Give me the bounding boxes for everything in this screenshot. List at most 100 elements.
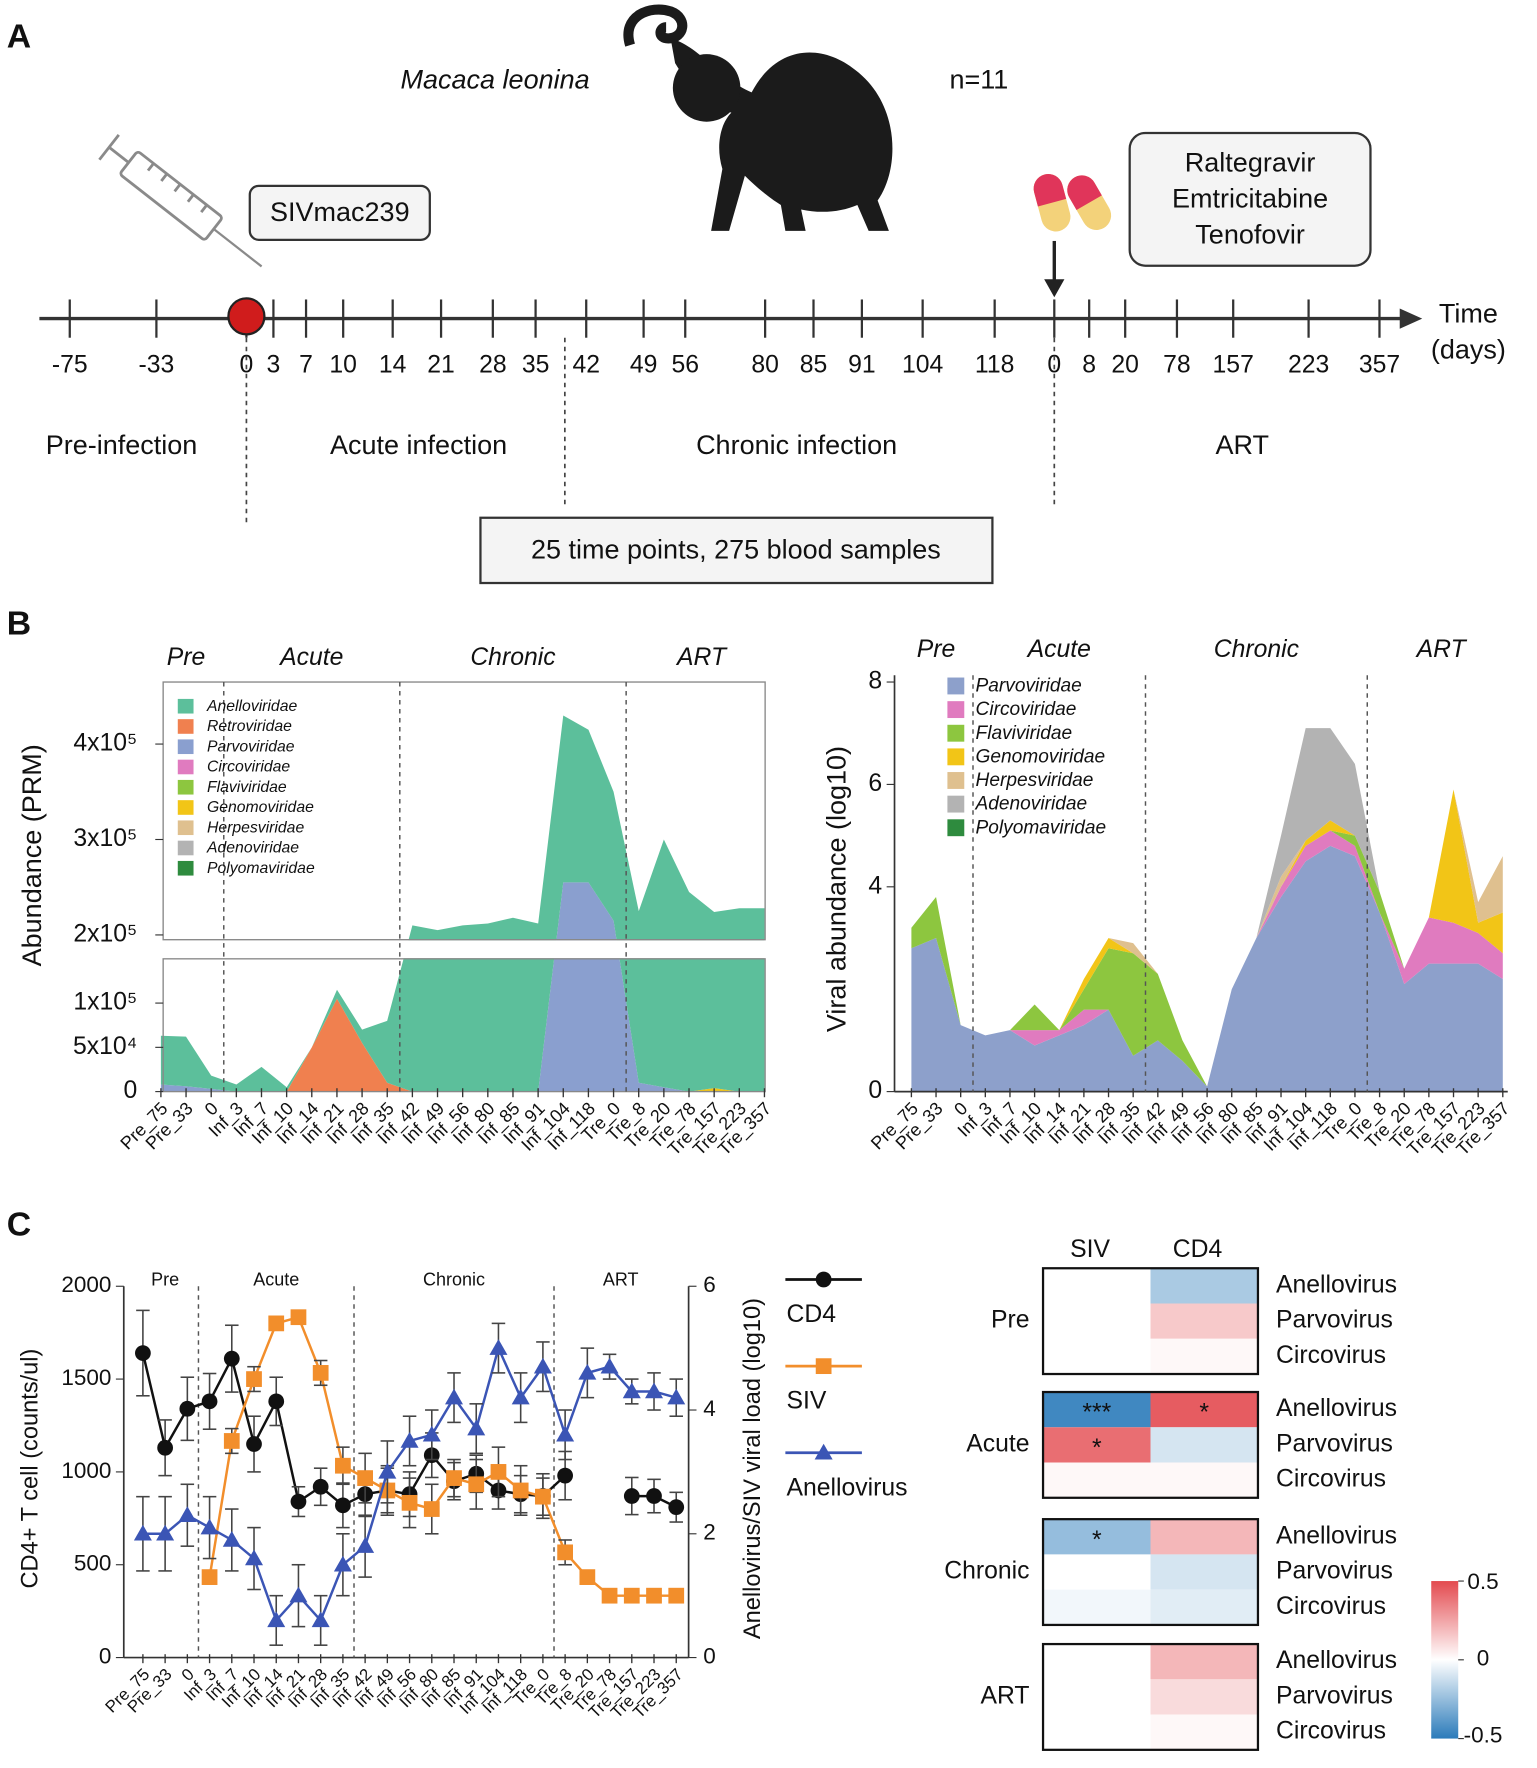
y-axis-label: CD4+ T cell (counts/ul) xyxy=(18,1349,44,1589)
heatmap-cell xyxy=(1043,1427,1151,1463)
y-tick-label: 5x10⁴ xyxy=(73,1033,137,1060)
data-point xyxy=(667,1388,686,1405)
legend-label: Parvoviridae xyxy=(976,676,1082,697)
data-point xyxy=(512,1482,529,1499)
phase-label: Chronic xyxy=(470,644,556,671)
data-point xyxy=(400,1431,419,1448)
summary-box xyxy=(479,516,994,585)
data-point xyxy=(378,1462,397,1479)
timeline-tick-label: 223 xyxy=(1288,351,1329,378)
timeline-tick-label: 357 xyxy=(1359,351,1400,378)
phase-label: Acute xyxy=(1026,636,1091,663)
heatmap-cell xyxy=(1043,1462,1151,1498)
group-frame xyxy=(1041,1518,1260,1627)
row-label: Parvovirus xyxy=(1276,1430,1393,1457)
phase-label: Pre-infection xyxy=(46,430,198,460)
heatmap-cell xyxy=(1150,1644,1258,1680)
phase-label: ART xyxy=(603,1269,639,1289)
data-point xyxy=(356,1537,375,1553)
heatmap-cell xyxy=(1150,1268,1258,1304)
data-point xyxy=(446,1470,462,1486)
data-point xyxy=(312,1478,329,1495)
infection-marker xyxy=(227,297,266,336)
timeline-tick-label: 20 xyxy=(1111,351,1139,378)
y-tick-label: 1x10⁵ xyxy=(73,989,137,1016)
row-label: Anellovirus xyxy=(1276,1395,1397,1422)
data-point xyxy=(133,1524,152,1541)
data-point xyxy=(579,1569,596,1585)
row-label: Circovirus xyxy=(1276,1593,1386,1620)
treatment-arrowhead xyxy=(1044,279,1065,298)
group-frame xyxy=(1041,1267,1260,1376)
data-point xyxy=(668,1499,685,1516)
y2-tick-label: 6 xyxy=(703,1272,716,1297)
heatmap-cell xyxy=(1043,1519,1151,1555)
data-point xyxy=(623,1587,640,1604)
area-series xyxy=(160,882,765,1092)
y2-tick-label: 2 xyxy=(703,1520,716,1545)
data-point xyxy=(135,1345,151,1361)
y-tick-label: 2x10⁵ xyxy=(73,920,137,947)
timeline-tick-label: 8 xyxy=(1082,351,1096,378)
timeline-tick-label: 56 xyxy=(671,351,699,378)
data-point xyxy=(511,1388,530,1405)
data-point xyxy=(490,1464,507,1480)
data-point xyxy=(290,1309,307,1326)
data-point xyxy=(200,1518,219,1535)
data-point xyxy=(312,1365,329,1381)
heatmap-cell xyxy=(1043,1554,1151,1590)
row-label: Circovirus xyxy=(1276,1466,1386,1493)
series-line xyxy=(208,1315,677,1597)
data-point xyxy=(290,1493,307,1510)
infection-label: SIVmac239 xyxy=(270,197,410,227)
legend-swatch xyxy=(947,795,965,813)
infection-box xyxy=(248,184,431,241)
colorbar-tick-label: -0.5 xyxy=(1464,1722,1503,1747)
y-tick-label: 0 xyxy=(124,1077,138,1104)
data-point xyxy=(646,1587,662,1604)
heatmap-cell xyxy=(1150,1338,1258,1375)
phase-label: Pre xyxy=(151,1269,179,1289)
time-axis-arrowhead xyxy=(1399,308,1423,329)
group-label: ART xyxy=(980,1682,1029,1709)
panel-label: B xyxy=(7,605,31,643)
heatmap-cell xyxy=(1043,1589,1151,1625)
legend-label: CD4 xyxy=(787,1301,837,1328)
legend-swatch xyxy=(177,698,194,714)
data-point xyxy=(222,1530,241,1547)
phase-label: Pre xyxy=(917,636,956,663)
data-point xyxy=(600,1357,619,1374)
legend-label: Herpesviridae xyxy=(976,770,1094,791)
data-point xyxy=(311,1611,330,1628)
timeline-tick-label: 80 xyxy=(751,351,779,378)
legend-swatch xyxy=(177,759,194,775)
data-point xyxy=(556,1425,575,1442)
colorbar-tick-label: 0 xyxy=(1477,1646,1490,1671)
colorbar-tick-label: 0.5 xyxy=(1467,1569,1498,1594)
legend-marker xyxy=(815,1271,832,1288)
legend-label: Anelloviridae xyxy=(206,698,297,715)
data-point xyxy=(335,1497,351,1514)
data-point xyxy=(557,1467,573,1484)
legend-swatch xyxy=(947,819,965,837)
legend-label: Circoviridae xyxy=(207,759,290,776)
data-point xyxy=(156,1524,175,1541)
legend-label: Flaviviridae xyxy=(207,779,287,796)
significance-mark: * xyxy=(1092,1527,1102,1554)
y-tick-label: 3x10⁵ xyxy=(73,825,137,852)
data-point xyxy=(223,1350,240,1367)
data-point xyxy=(289,1586,308,1603)
heatmap-cell xyxy=(1150,1303,1258,1339)
data-point xyxy=(178,1506,197,1522)
data-point xyxy=(267,1611,286,1628)
legend-label: Herpesviridae xyxy=(207,819,304,836)
row-label: Anellovirus xyxy=(1276,1522,1397,1549)
group-frame xyxy=(1041,1642,1260,1751)
timeline-tick-label: 104 xyxy=(902,351,944,378)
row-label: Anellovirus xyxy=(1276,1647,1397,1674)
monkey-icon xyxy=(623,4,893,231)
column-label: CD4 xyxy=(1173,1236,1223,1263)
legend-swatch xyxy=(947,748,965,766)
phase-label: Chronic xyxy=(423,1269,485,1289)
